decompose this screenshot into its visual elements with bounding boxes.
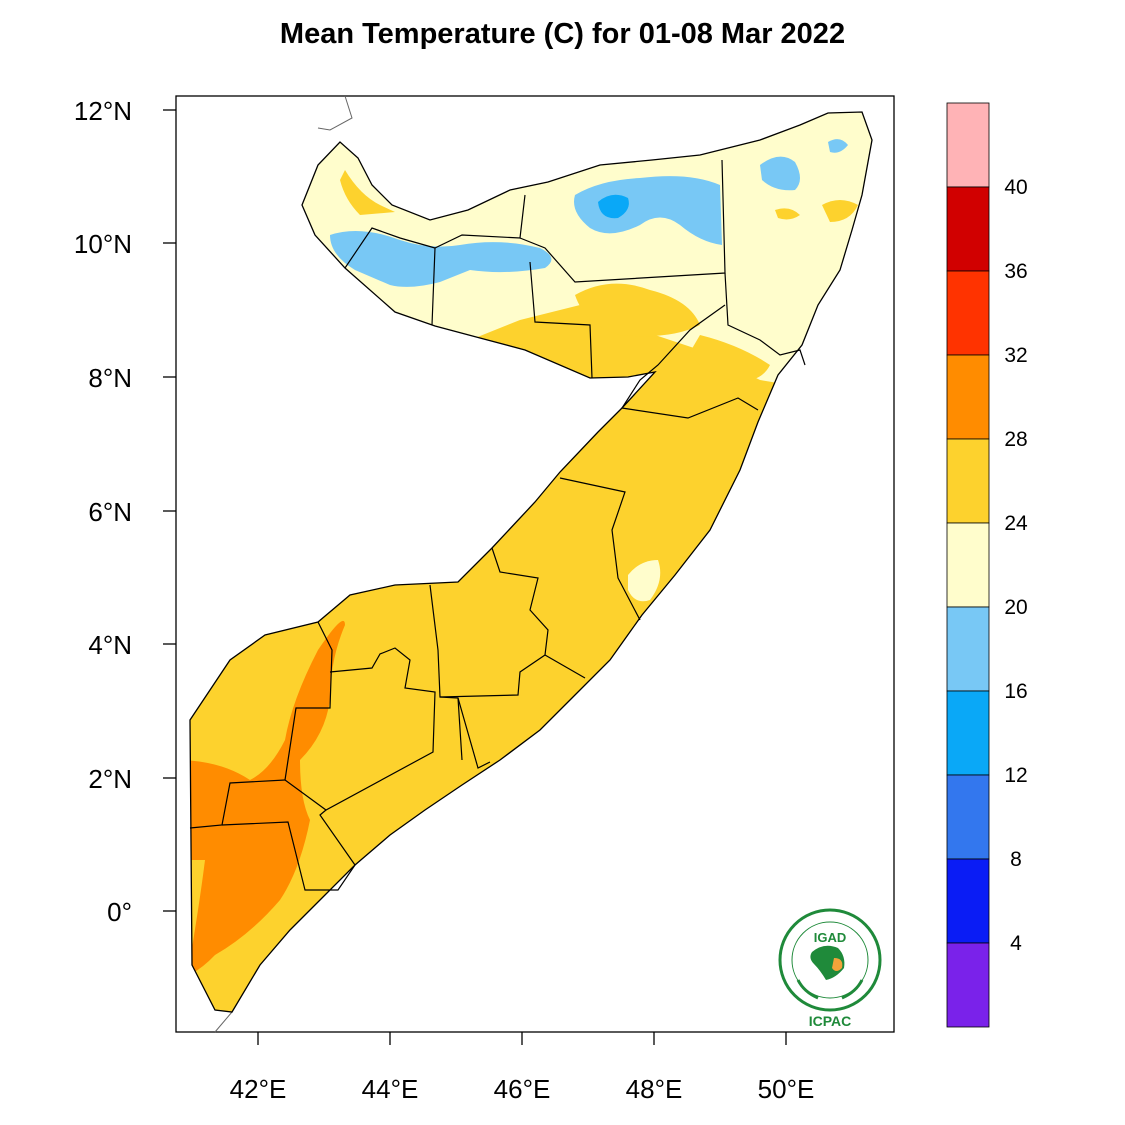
temperature-field xyxy=(190,112,872,1012)
zone-16-20-west xyxy=(330,231,552,287)
y-tick-label: 2°N xyxy=(88,764,132,794)
igad-logo-text: IGAD xyxy=(814,930,847,945)
zone-16-20-east xyxy=(760,156,800,191)
colorbar-swatch xyxy=(946,858,990,944)
colorbar-swatch xyxy=(946,690,990,776)
zone-20-24-coast xyxy=(628,560,661,602)
y-axis: 12°N 10°N 8°N 6°N 4°N 2°N 0° xyxy=(74,96,176,927)
warm-pocket-north xyxy=(575,283,700,337)
colorbar-label: 28 xyxy=(1004,428,1027,451)
warm-spot-ne1 xyxy=(775,208,800,220)
x-tick-label: 46°E xyxy=(494,1074,551,1104)
warm-spot-ne2 xyxy=(822,200,858,222)
colorbar-label: 40 xyxy=(1004,176,1027,199)
map-title: Mean Temperature (C) for 01-08 Mar 2022 xyxy=(279,18,846,50)
colorbar-swatch xyxy=(946,774,990,860)
colorbar-label: 20 xyxy=(1004,596,1027,619)
y-tick-label: 8°N xyxy=(88,363,132,393)
x-tick-label: 48°E xyxy=(626,1074,683,1104)
y-tick-label: 4°N xyxy=(88,630,132,660)
admin-borders xyxy=(189,159,806,891)
igad-icpac-logo: IGAD ICPAC xyxy=(778,908,882,1029)
zone-16-20-tip xyxy=(828,139,848,153)
neighbor-border xyxy=(317,95,353,131)
neighbor-coast xyxy=(214,1011,233,1033)
icpac-logo-text: ICPAC xyxy=(809,1013,852,1029)
y-tick-label: 10°N xyxy=(74,229,132,259)
colorbar-label: 36 xyxy=(1004,260,1027,283)
colorbar-label: 4 xyxy=(1010,932,1022,955)
colorbar-label: 24 xyxy=(1004,512,1028,535)
zone-16-20-central xyxy=(574,176,722,245)
colorbar-label: 32 xyxy=(1004,344,1027,367)
colorbar-swatch xyxy=(946,186,990,272)
colorbar-swatch xyxy=(946,438,990,524)
colorbar-label: 8 xyxy=(1010,848,1022,871)
colorbar-swatch xyxy=(946,354,990,440)
y-tick-label: 12°N xyxy=(74,96,132,126)
zone-12-16 xyxy=(598,194,629,219)
y-tick-label: 6°N xyxy=(88,497,132,527)
colorbar: 40 36 32 28 24 20 16 12 8 4 xyxy=(946,102,1028,1028)
x-tick-label: 50°E xyxy=(758,1074,815,1104)
zone-28-32-south xyxy=(190,620,345,980)
y-tick-label: 0° xyxy=(107,897,132,927)
colorbar-swatch xyxy=(946,522,990,608)
x-tick-label: 44°E xyxy=(362,1074,419,1104)
colorbar-label: 12 xyxy=(1004,764,1027,787)
x-axis: 42°E 44°E 46°E 48°E 50°E xyxy=(230,1032,815,1104)
warm-coast-west xyxy=(340,170,395,215)
colorbar-swatch xyxy=(946,606,990,692)
colorbar-swatch xyxy=(946,942,990,1028)
plot-frame xyxy=(175,95,895,1033)
colorbar-swatch xyxy=(946,102,990,188)
colorbar-swatch xyxy=(946,270,990,356)
warm-band-east xyxy=(690,335,770,381)
colorbar-label: 16 xyxy=(1004,680,1027,703)
x-tick-label: 42°E xyxy=(230,1074,287,1104)
